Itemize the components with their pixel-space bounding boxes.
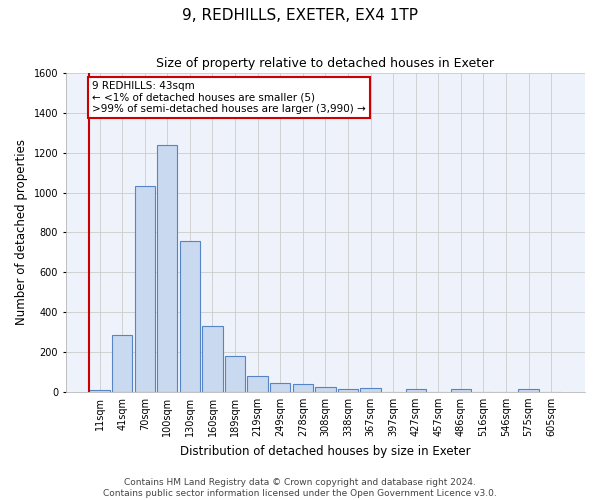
X-axis label: Distribution of detached houses by size in Exeter: Distribution of detached houses by size … <box>180 444 471 458</box>
Bar <box>270 383 290 392</box>
Bar <box>157 145 178 392</box>
Y-axis label: Number of detached properties: Number of detached properties <box>15 140 28 326</box>
Text: Contains HM Land Registry data © Crown copyright and database right 2024.
Contai: Contains HM Land Registry data © Crown c… <box>103 478 497 498</box>
Text: 9 REDHILLS: 43sqm
← <1% of detached houses are smaller (5)
>99% of semi-detached: 9 REDHILLS: 43sqm ← <1% of detached hous… <box>92 81 365 114</box>
Bar <box>202 326 223 392</box>
Bar <box>338 389 358 392</box>
Bar <box>134 186 155 392</box>
Bar <box>451 389 471 392</box>
Bar <box>89 390 110 392</box>
Bar <box>180 242 200 392</box>
Bar <box>518 389 539 392</box>
Title: Size of property relative to detached houses in Exeter: Size of property relative to detached ho… <box>157 58 494 70</box>
Bar <box>293 384 313 392</box>
Bar <box>225 356 245 392</box>
Bar <box>406 389 426 392</box>
Text: 9, REDHILLS, EXETER, EX4 1TP: 9, REDHILLS, EXETER, EX4 1TP <box>182 8 418 22</box>
Bar <box>315 388 335 392</box>
Bar <box>247 376 268 392</box>
Bar <box>361 388 381 392</box>
Bar <box>112 335 133 392</box>
